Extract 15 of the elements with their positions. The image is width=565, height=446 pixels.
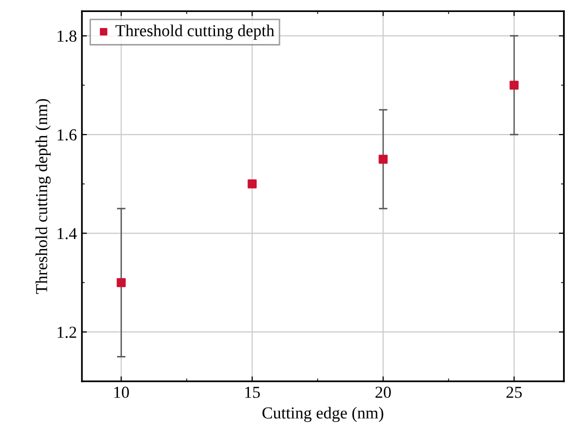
y-tick-label: 1.2 xyxy=(58,326,76,338)
y-axis-title: Threshold cutting depth (nm) xyxy=(36,99,51,294)
y-tick-label: 1.6 xyxy=(58,129,77,141)
x-tick-label: 20 xyxy=(376,386,391,398)
x-axis-title: Cutting edge (nm) xyxy=(262,406,384,422)
y-tick-label: 1.4 xyxy=(58,228,77,240)
legend-label: Threshold cutting depth xyxy=(116,24,274,40)
point xyxy=(116,278,126,288)
x-tick-label: 25 xyxy=(506,386,522,398)
point xyxy=(510,80,519,90)
x-tick-label: 10 xyxy=(114,386,129,398)
y-tick-label: 1.8 xyxy=(58,30,76,42)
x-tick-label: 15 xyxy=(245,386,260,398)
point xyxy=(248,179,257,188)
point xyxy=(378,154,388,164)
